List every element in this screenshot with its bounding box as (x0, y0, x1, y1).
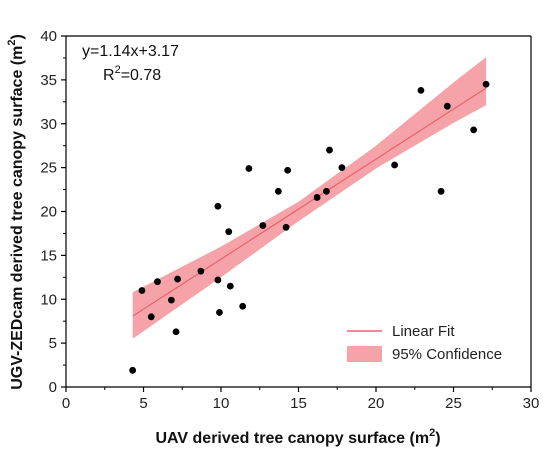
data-point (338, 164, 346, 172)
data-point (214, 202, 222, 210)
x-tick-label: 0 (62, 395, 70, 412)
x-tick-label: 25 (445, 395, 462, 412)
data-point (225, 228, 233, 236)
data-points-layer (129, 80, 490, 374)
data-point (323, 187, 330, 195)
y-tick-label: 15 (40, 247, 57, 264)
x-axis-title: UAV derived tree canopy surface (m2) (155, 427, 440, 447)
data-point (129, 366, 137, 374)
data-point (154, 278, 161, 286)
data-point (239, 302, 247, 310)
y-axis-title: UGV-ZEDcam derived tree canopy surface (… (6, 34, 26, 390)
fit-equation: y=1.14x+3.17 (82, 43, 179, 60)
y-tick-label: 0 (49, 379, 57, 396)
data-point (443, 102, 451, 110)
data-point (437, 187, 445, 195)
x-tick-label: 30 (523, 395, 540, 412)
data-point (147, 313, 155, 321)
data-point (274, 187, 282, 195)
data-point (245, 165, 253, 172)
axes-layer: 0 5 10 15 20 25 30 0 5 10 15 20 25 30 35 40 (40, 28, 539, 412)
linear-fit-line (132, 87, 487, 317)
y-tick-label: 10 (40, 291, 57, 308)
data-point (470, 126, 478, 134)
x-tick-label: 20 (368, 395, 385, 412)
data-point (216, 309, 223, 316)
data-point (138, 287, 146, 294)
confidence-band (132, 57, 487, 339)
data-point (197, 267, 205, 275)
y-tick-label: 20 (40, 204, 57, 221)
data-point (482, 80, 490, 88)
data-point (168, 296, 175, 304)
y-tick-label: 35 (40, 72, 57, 89)
data-point (284, 166, 292, 174)
x-tick-label: 5 (139, 395, 147, 412)
r-squared-label: R2=0.78 (103, 64, 161, 84)
data-point (282, 223, 290, 231)
data-point (417, 87, 425, 94)
y-tick-label: 30 (40, 116, 57, 133)
data-point (226, 282, 234, 290)
x-tick-label: 10 (213, 395, 230, 412)
y-tick-label: 5 (49, 335, 57, 352)
data-point (259, 222, 267, 229)
data-point (326, 146, 333, 154)
x-tick-label: 15 (290, 395, 307, 412)
data-point (214, 276, 222, 284)
legend-band-swatch (347, 346, 382, 362)
confidence-band-layer (132, 57, 487, 339)
data-point (313, 194, 321, 201)
legend: Linear Fit 95% Confidence (347, 323, 502, 363)
fit-line-layer (132, 87, 487, 317)
y-tick-label: 25 (40, 160, 57, 177)
y-tick-label: 40 (40, 28, 57, 45)
data-point (391, 161, 398, 169)
legend-band-label: 95% Confidence (392, 346, 502, 363)
legend-fit-label: Linear Fit (392, 323, 455, 340)
data-point (174, 275, 182, 283)
data-point (172, 328, 180, 336)
